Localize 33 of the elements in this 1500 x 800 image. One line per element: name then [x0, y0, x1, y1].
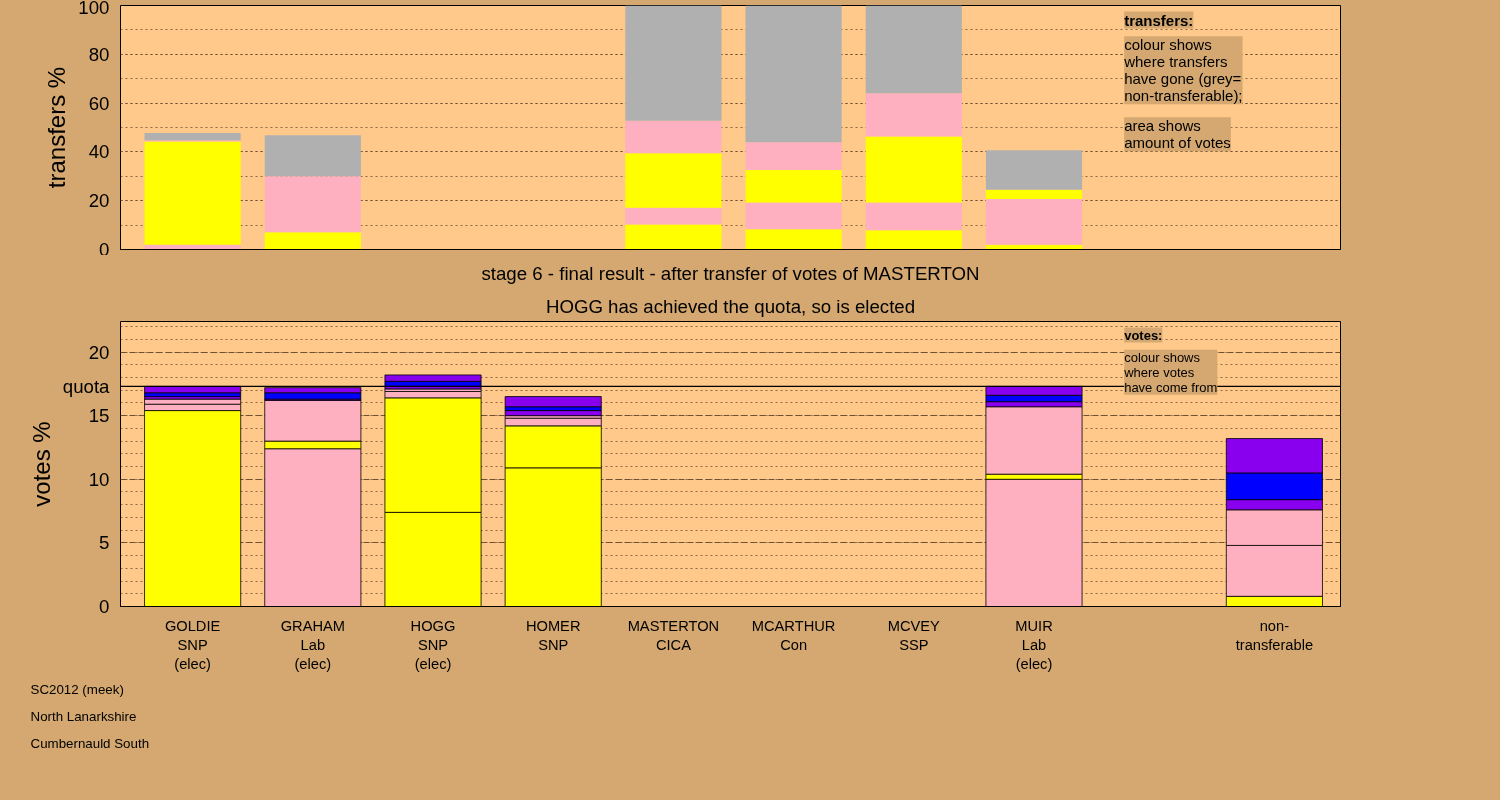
- x-tick-label: GOLDIE SNP (elec): [164, 617, 221, 672]
- y-tick-label: 80: [88, 43, 110, 65]
- chart-title: stage 6 - final result - after transfer of votes of MASTERTON: [481, 262, 980, 284]
- y-tick-label: 20: [88, 341, 110, 363]
- x-tick-label: HOGG SNP (elec): [410, 617, 456, 672]
- y-tick-label: 40: [88, 141, 110, 163]
- x-tick-label: GRAHAM Lab (elec): [280, 617, 345, 672]
- y-tick-label: 10: [88, 468, 110, 490]
- y-tick-label: 100: [78, 0, 110, 18]
- text: Cumbernauld South: [30, 735, 150, 751]
- annotation: area shows amount of votes: [1124, 117, 1231, 152]
- annotation: transfers:: [1124, 11, 1194, 29]
- y-axis-title: votes %: [27, 421, 55, 507]
- annotation: votes:: [1124, 327, 1163, 343]
- ref-line-label: quota: [62, 375, 111, 397]
- x-tick-label: MCVEY SSP: [887, 617, 941, 653]
- x-tick-label: MCARTHUR Con: [751, 617, 836, 653]
- x-tick-label: HOMER SNP: [525, 617, 581, 653]
- x-tick-label: MASTERTON CICA: [627, 617, 720, 653]
- x-tick-label: MUIR Lab (elec): [1015, 617, 1053, 672]
- text: SC2012 (meek): [30, 681, 124, 697]
- y-axis-title: transfers %: [43, 66, 71, 189]
- y-tick-label: 15: [88, 405, 110, 427]
- y-tick-label: 20: [88, 190, 110, 212]
- annotation: colour shows where transfers have gone (grey= non-transferable);: [1123, 36, 1243, 105]
- x-tick-label: non- transferable: [1235, 617, 1314, 653]
- chart-subtitle: HOGG has achieved the quota, so is elected: [545, 295, 916, 317]
- y-tick-label: 0: [99, 596, 110, 617]
- text: North Lanarkshire: [30, 708, 137, 724]
- y-tick-label: 0: [99, 238, 110, 260]
- y-tick-label: 60: [88, 92, 110, 114]
- annotation: colour shows where votes have come from: [1123, 349, 1218, 395]
- y-tick-label: 5: [99, 532, 110, 554]
